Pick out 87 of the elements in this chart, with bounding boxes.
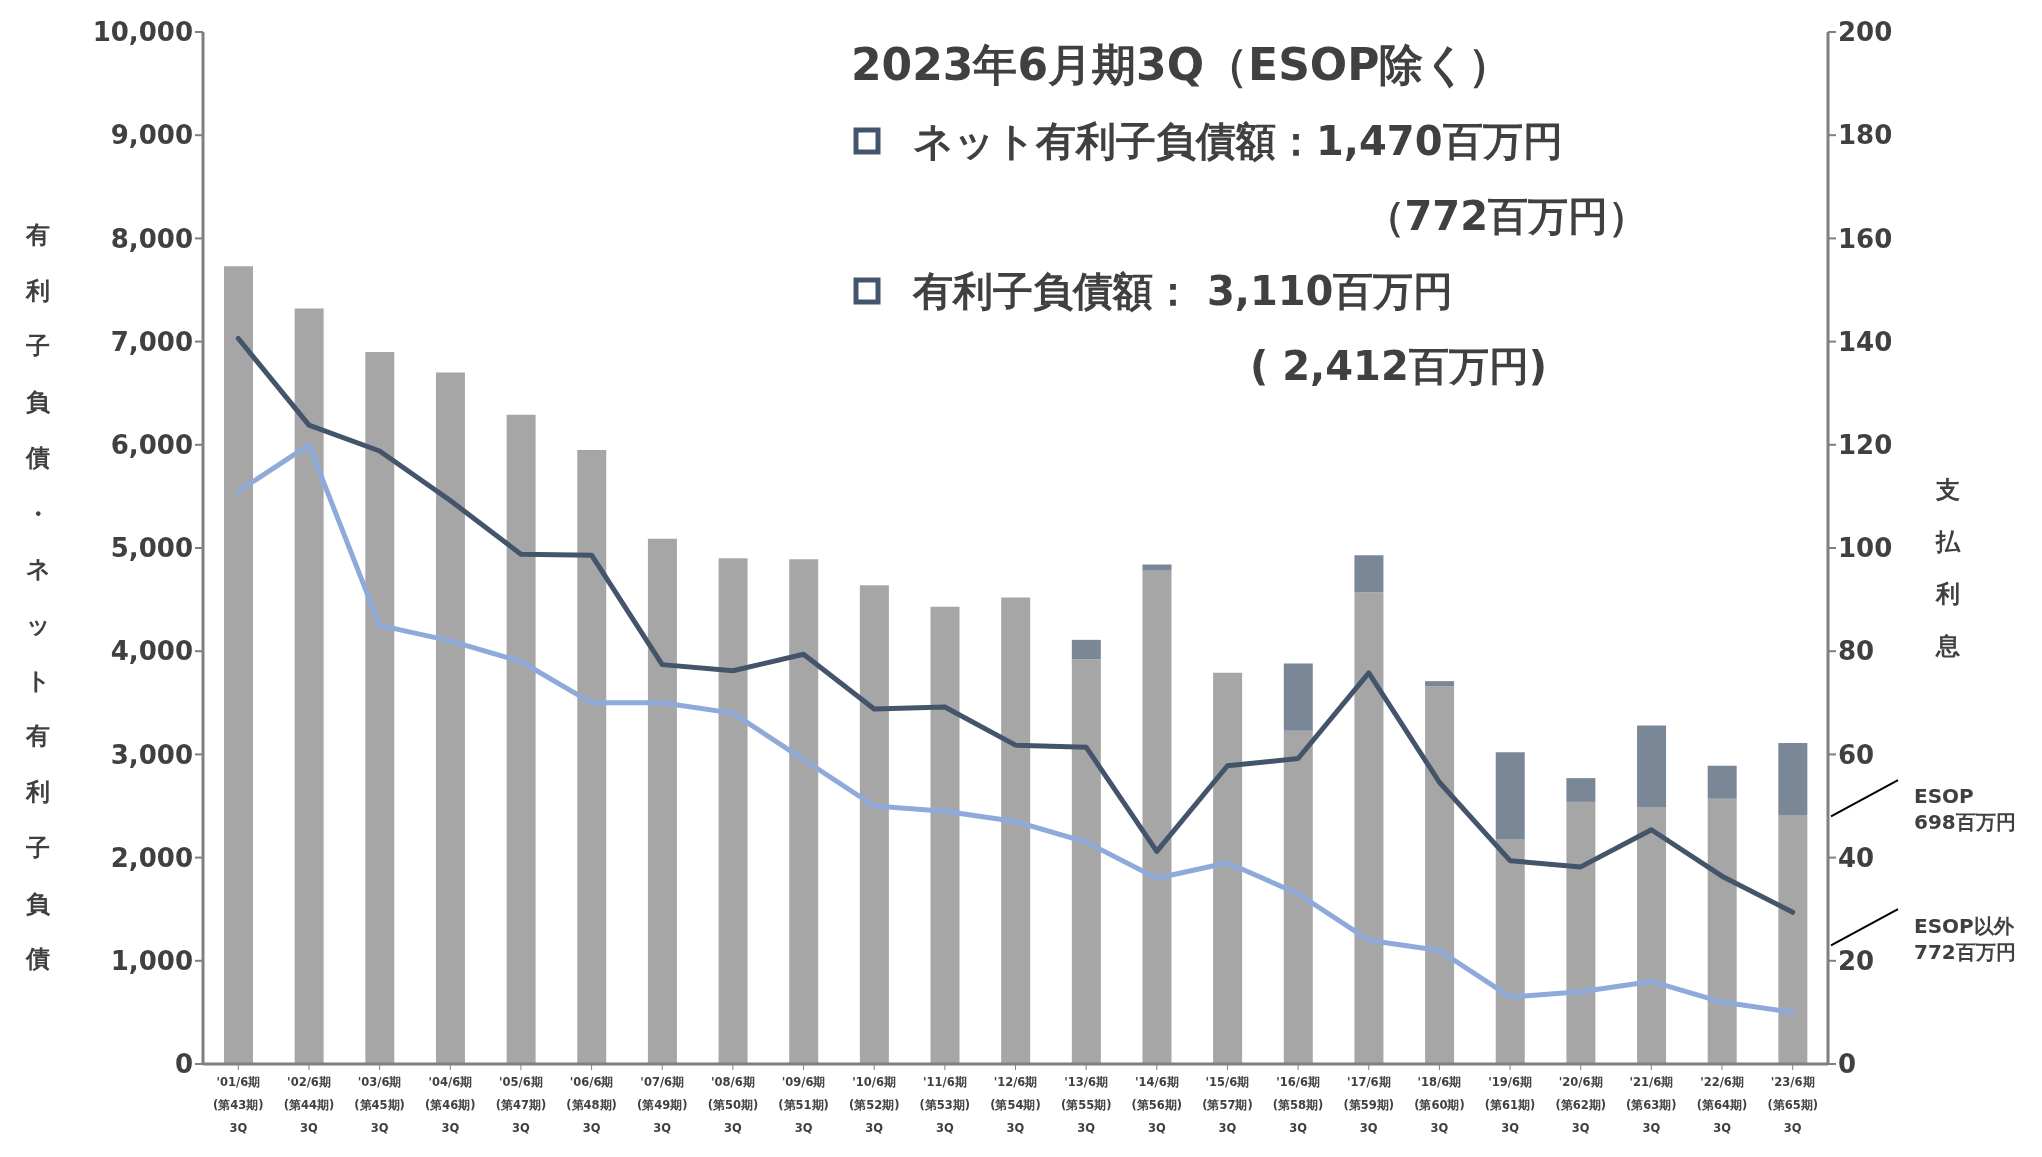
x-tick-label: '09/6期 (第51期) 3Q [778,1075,829,1135]
y-tick-label: 8,000 [110,223,193,254]
x-tick-label: '02/6期 (第44期) 3Q [283,1075,335,1135]
bar [1283,663,1313,731]
bar [1566,801,1596,1064]
bar [1637,807,1667,1064]
x-tick-label: '18/6期 (第60期) 3Q [1414,1075,1465,1135]
bar [718,558,748,1064]
y-tick-label: 0 [174,1049,193,1080]
y2-tick-label: 120 [1838,430,1893,461]
y-tick-label: 10,000 [92,17,193,48]
y2-tick-label: 20 [1838,946,1875,977]
bar [930,606,960,1064]
x-tick-label: '01/6期 (第43期) 3Q [213,1075,264,1135]
bar [859,585,889,1064]
bar [1778,743,1808,816]
bar [1001,597,1031,1064]
bar [1425,686,1455,1064]
bar [1495,752,1525,840]
bar [1354,592,1384,1064]
bar [1071,659,1101,1064]
y2-axis-title: 支払利息 [1935,476,1961,660]
x-tick-label: '17/6期 (第59期) 3Q [1343,1075,1395,1135]
x-tick-label: '05/6期 (第47期) 3Q [495,1075,547,1135]
x-tick-label: '19/6期 (第61期) 3Q [1484,1075,1536,1135]
bar [435,372,465,1064]
bar [1778,815,1808,1064]
x-tick-label: '03/6期 (第45期) 3Q [354,1075,405,1135]
x-tick-label: '12/6期 (第54期) 3Q [990,1075,1041,1135]
bar [1707,798,1737,1064]
bar [1707,765,1737,799]
text: ESOP 698百万円 [1914,784,2016,834]
x-tick-label: '23/6期 (第65期) 3Q [1767,1075,1818,1135]
bar [1283,730,1313,1064]
x-tick-label: '20/6期 (第62期) 3Q [1555,1075,1606,1135]
annotation: 有利子負債額： 3,110百万円 [912,268,1454,314]
y2-tick-label: 0 [1838,1049,1857,1080]
x-tick-label: '11/6期 (第53期) 3Q [919,1075,971,1135]
y-tick-label: 6,000 [110,430,193,461]
bar [224,266,253,1064]
y2-tick-label: 180 [1838,120,1893,151]
bar [1566,778,1596,802]
bar [789,559,819,1064]
y-tick-label: 7,000 [110,326,193,357]
bar [506,414,536,1064]
x-tick-label: '21/6期 (第63期) 3Q [1626,1075,1677,1135]
x-tick-label: '14/6期 (第56期) 3Q [1131,1075,1183,1135]
bar [1142,564,1172,571]
y-tick-label: 9,000 [110,120,193,151]
y2-tick-label: 200 [1838,17,1893,48]
annotation: ( 2,412百万円) [1250,343,1548,389]
x-tick-label: '06/6期 (第48期) 3Q [566,1075,617,1135]
bar [1495,839,1525,1064]
y2-tick-label: 40 [1838,842,1875,873]
x-tick-label: '15/6期 (第57期) 3Q [1202,1075,1253,1135]
annotation: ネット有利子負債額：1,470百万円 [913,118,1563,164]
y2-tick-label: 100 [1838,533,1893,564]
annotation: （772百万円） [1364,193,1648,239]
bar [1354,555,1384,593]
x-tick-label: '13/6期 (第55期) 3Q [1060,1075,1112,1135]
bar [647,538,677,1064]
x-tick-label: '04/6期 (第46期) 3Q [425,1075,476,1135]
x-tick-label: '22/6期 (第64期) 3Q [1696,1075,1748,1135]
text: ESOP以外 772百万円 [1914,914,2016,964]
bar [1425,681,1455,687]
bar [1637,725,1667,808]
y2-tick-label: 160 [1838,223,1893,254]
text: 有利子負債・ネット有利子負債 [25,221,51,974]
y-tick-label: 1,000 [110,946,193,977]
bar [577,449,607,1064]
x-tick-label: '16/6期 (第58期) 3Q [1272,1075,1324,1135]
bar [1071,639,1101,660]
chart-title: 2023年6月期3Q（ESOP除く） [851,39,1513,90]
x-tick-label: '10/6期 (第52期) 3Q [848,1075,900,1135]
x-tick-label: '08/6期 (第50期) 3Q [707,1075,759,1135]
y-tick-label: 2,000 [110,842,193,873]
y2-tick-label: 80 [1838,636,1875,667]
x-tick-label: '07/6期 (第49期) 3Q [636,1075,688,1135]
bar [1213,672,1243,1064]
bar [294,308,324,1064]
y2-tick-label: 140 [1838,326,1893,357]
y-tick-label: 4,000 [110,636,193,667]
y-tick-label: 3,000 [110,739,193,770]
bar [1142,570,1172,1064]
y2-tick-label: 60 [1838,739,1875,770]
y-tick-label: 5,000 [110,533,193,564]
bar [365,351,395,1064]
